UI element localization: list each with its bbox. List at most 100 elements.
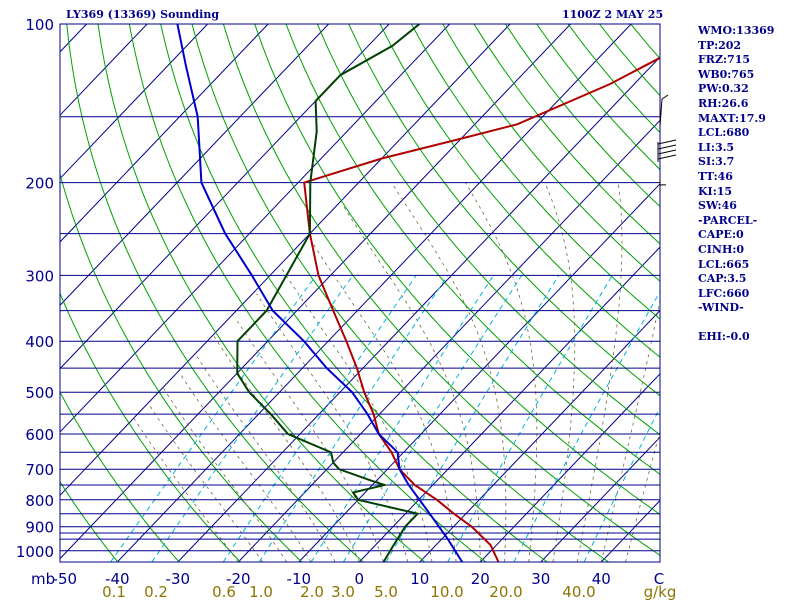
isotherm-line <box>60 24 450 433</box>
isotherm-line <box>479 373 660 562</box>
mixing-ratio-label: 2.0 <box>300 583 324 600</box>
stat-item: TP:202 <box>698 38 742 52</box>
dry-adiabat-lines <box>60 24 800 562</box>
moist-adiabat-line <box>464 182 538 562</box>
isotherm-line <box>60 24 148 116</box>
stat-item: WB0:765 <box>698 67 755 81</box>
stat-item: MAXT:17.9 <box>698 111 766 125</box>
moist-adiabat-line <box>309 237 457 562</box>
dry-adiabat-line <box>473 24 660 245</box>
pressure-tick-label: 400 <box>25 333 54 351</box>
moist-adiabat-line <box>256 293 409 562</box>
mixing-ratio-label: 10.0 <box>430 583 463 600</box>
mixing-ratio-line <box>385 275 560 562</box>
stat-item: -PARCEL- <box>698 213 758 227</box>
isotherm-line <box>60 24 208 180</box>
mixing-ratio-label: 3.0 <box>331 583 355 600</box>
wind-barb-feather <box>657 139 677 145</box>
temperature-tick-label: -50 <box>53 570 78 588</box>
mixing-ratio-lines <box>110 275 660 562</box>
mixing-ratio-label: 1.0 <box>249 583 273 600</box>
isobar-lines <box>60 23 660 563</box>
sounding-profiles <box>176 24 660 562</box>
temperature-unit-label: C <box>654 570 664 588</box>
stat-item: CINH:0 <box>698 242 745 256</box>
isotherm-line <box>60 24 269 243</box>
pressure-tick-label: 100 <box>25 16 54 34</box>
temperature-tick-label: -10 <box>287 570 312 588</box>
temperature-tick-label: 30 <box>531 570 550 588</box>
mixing-ratio-unit-label: g/kg <box>644 583 677 600</box>
temperature-tick-label: 0 <box>355 570 365 588</box>
observation-time: 1100Z 2 MAY 25 <box>562 8 664 21</box>
wind-barb-staff <box>659 98 663 127</box>
temperature-tick-label: 10 <box>410 570 429 588</box>
dry-adiabat-line <box>348 24 660 397</box>
dry-adiabat-line <box>442 24 660 282</box>
wind-barb-feather <box>657 144 677 150</box>
stat-item: WMO:13369 <box>698 24 775 37</box>
stat-item: CAPE:0 <box>698 228 744 242</box>
mixing-ratio-label: 5.0 <box>374 583 398 600</box>
pressure-tick-label: 1000 <box>16 543 54 561</box>
mixing-ratio-line <box>110 275 317 562</box>
dry-adiabat-line <box>316 24 660 436</box>
mixing-ratio-line <box>151 275 354 562</box>
mixing-ratio-label: 0.6 <box>212 583 236 600</box>
isotherm-line <box>60 24 571 560</box>
stat-item: PW:0.32 <box>698 82 749 96</box>
moist-adiabat-line <box>195 354 336 562</box>
isotherm-line <box>60 24 511 497</box>
mixing-ratio-line <box>258 275 449 562</box>
dewpoint-profile-line <box>236 24 421 562</box>
isotherm-line <box>177 56 660 562</box>
pressure-tick-label: 600 <box>25 426 54 444</box>
isotherm-line <box>60 24 329 306</box>
stat-item: LCL:680 <box>698 126 750 140</box>
moist-adiabat-line <box>234 316 384 562</box>
dry-adiabat-line <box>97 24 425 562</box>
pressure-tick-label: 300 <box>25 267 54 285</box>
moist-adiabat-line <box>576 182 623 562</box>
mixing-ratio-label: 0.1 <box>102 583 126 600</box>
dry-adiabat-line <box>787 24 800 562</box>
mixing-ratio-line <box>342 275 523 562</box>
temperature-tick-label: -30 <box>166 570 191 588</box>
moist-adiabat-line <box>600 297 660 562</box>
isotherm-line <box>0 24 26 562</box>
stat-item: SI:3.7 <box>698 155 735 169</box>
station-title: LY369 (13369) Sounding <box>66 8 220 21</box>
wind-barb-feather <box>657 154 677 160</box>
isotherm-line <box>298 183 660 562</box>
dry-adiabat-line <box>410 24 660 320</box>
dry-adiabat-line <box>66 24 364 562</box>
moist-adiabat-line <box>179 372 312 562</box>
moist-adiabat-line <box>342 204 481 562</box>
moist-adiabat-line <box>213 335 360 562</box>
stat-item <box>698 316 774 331</box>
isotherm-line <box>540 436 660 562</box>
pressure-unit-label: mb <box>31 570 55 588</box>
mixing-ratio-line <box>583 406 660 562</box>
isotherm-line <box>358 246 660 562</box>
isotherm-line <box>60 24 390 370</box>
stat-item: LFC:660 <box>698 286 750 300</box>
pressure-tick-label: 800 <box>25 492 54 510</box>
stat-item: SW:46 <box>698 199 737 213</box>
mixing-ratio-label: 40.0 <box>562 583 595 600</box>
wind-barb-feather <box>661 94 669 100</box>
isotherm-line <box>237 119 660 562</box>
wind-barbs <box>657 94 677 191</box>
mixing-ratio-label: 20.0 <box>489 583 522 600</box>
moist-adiabat-line <box>133 417 239 562</box>
temperature-tick-label: -40 <box>105 570 130 588</box>
stat-item: CAP:3.5 <box>698 272 747 286</box>
dry-adiabat-line <box>60 172 303 562</box>
dry-adiabat-line <box>60 480 119 562</box>
dry-adiabat-line <box>222 24 660 556</box>
temperature-profile-line <box>303 56 660 562</box>
dry-adiabat-line <box>60 291 241 562</box>
temperature-tick-label: 20 <box>471 570 490 588</box>
